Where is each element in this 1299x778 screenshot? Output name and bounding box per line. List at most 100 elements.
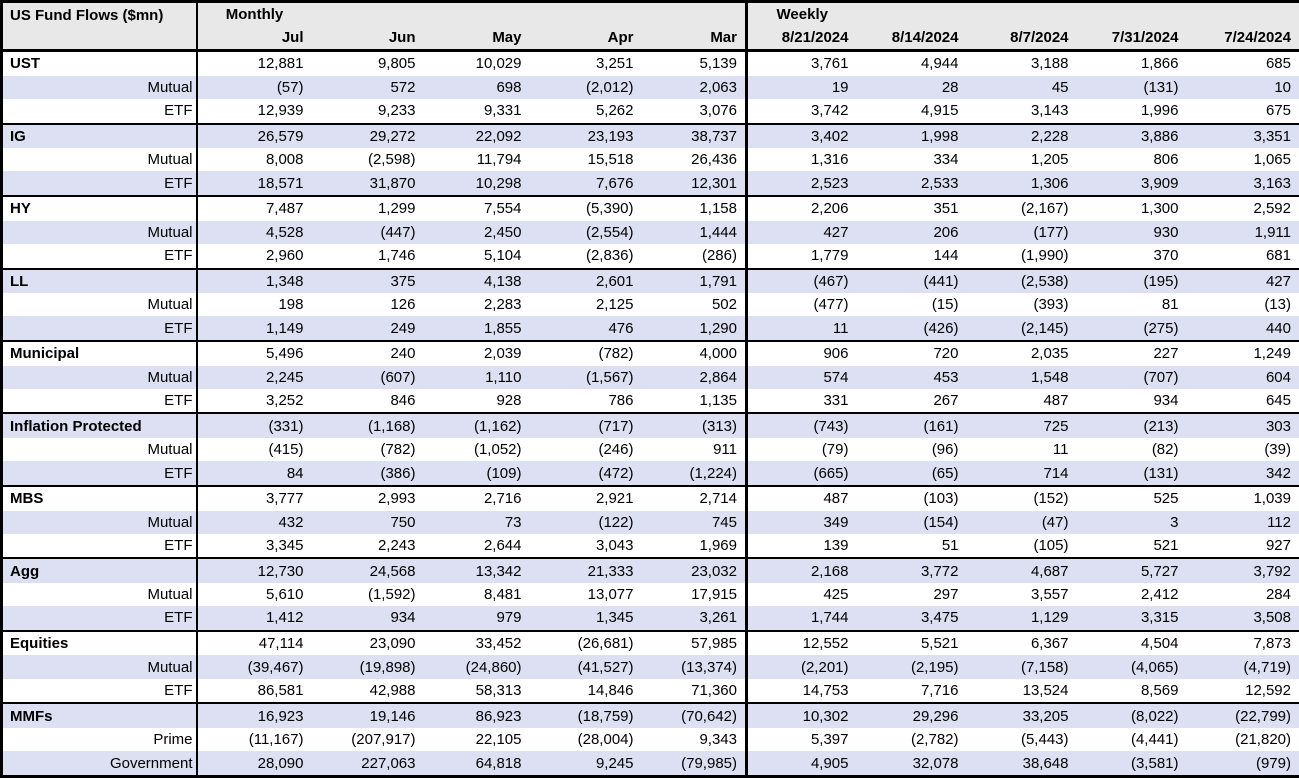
value-cell: 1,996 [1140, 102, 1179, 120]
value-cell: 73 [423, 510, 530, 534]
weekly-group-label: Weekly [746, 1, 857, 27]
value-cell: 698 [423, 75, 530, 100]
value-cell: (15) [931, 296, 959, 314]
value-cell: 1,316 [810, 151, 849, 169]
value-cell: (2,145) [966, 316, 1077, 341]
value-cell: 4,915 [920, 102, 959, 120]
value-cell: (3,581) [1076, 751, 1187, 777]
sub-row: ETF 84 (386) (109) (472) (1,224) (665) (65) 714(… [1, 461, 1299, 486]
sub-row: ETF 86,581 42,988 58,313 14,846 71,360 14,753 7… [1, 678, 1299, 704]
value-cell: 574 [746, 365, 857, 389]
category-label: Agg [1, 557, 198, 583]
value-cell: 23,193 [529, 122, 642, 149]
value-cell: 1,548 [966, 365, 1077, 389]
header-spacer [641, 1, 748, 27]
value-cell: (26,681) [529, 629, 642, 656]
category-label: MMFs [1, 702, 198, 728]
value-cell: (65) [856, 461, 967, 486]
value-cell: 112 [1186, 510, 1299, 534]
value-cell: (131) [1076, 461, 1187, 486]
sub-row: ETF 1,149 249 1,855 476 1,290 11 (426) (2,145) (2… [1, 316, 1299, 341]
value-cell: 64,818 [423, 751, 530, 777]
value-cell: 10 [1186, 75, 1299, 100]
value-cell: 1,866 [1076, 49, 1187, 76]
sub-row: Mutual 8,008 (2,598) 11,794 15,518 26,436 1,31… [1, 148, 1299, 172]
value-cell: 720 [856, 340, 967, 366]
value-cell: 4,504 [1076, 629, 1187, 656]
value-cell: 86,923 [423, 702, 530, 728]
value-cell: 427 [746, 220, 857, 244]
value-cell: (70,642) [641, 702, 748, 728]
value-cell: 57,985 [641, 629, 748, 656]
value-cell: 144 [933, 247, 959, 265]
value-cell: 1,746 [377, 247, 416, 265]
value-cell: (13) [1264, 296, 1291, 314]
value-cell: 227,063 [311, 751, 424, 777]
sub-row: ETF 12,939 9,233 9,331 5,262 3,076 3,742 4,915 3… [1, 99, 1299, 124]
value-cell: 3,475 [856, 606, 967, 631]
value-cell: 10,029 [423, 49, 530, 76]
column-header-jun: Jun [311, 26, 424, 52]
value-cell: 3,252 [265, 392, 304, 410]
sub-row: Mutual 5,610 (1,592) 8,481 13,077 17,915 425 29… [1, 582, 1299, 607]
row-label: ETF [1, 243, 198, 269]
value-cell: 22,092 [423, 122, 530, 149]
table-header: US Fund Flows ($mn) Monthly Weekly Jul Ju… [1, 1, 1299, 52]
value-cell: 2,245 [196, 365, 312, 389]
category-row: HY 7,487 1,299 7,554 (5,390) 1,158 2,206 351 (2,… [1, 195, 1299, 221]
row-label: Mutual [1, 75, 198, 100]
value-cell: 303 [1186, 412, 1299, 439]
value-cell: 139 [823, 537, 849, 555]
row-label: Mutual [1, 220, 198, 244]
value-cell: (195) [1076, 267, 1187, 294]
value-cell: (79) [821, 441, 849, 459]
value-cell: 42,988 [369, 681, 416, 699]
row-label: Mutual [1, 365, 198, 389]
category-label: MBS [1, 484, 198, 511]
value-cell: (607) [311, 365, 424, 389]
value-cell: 4,905 [746, 751, 857, 777]
value-cell: (18,759) [529, 702, 642, 728]
sub-row: Mutual 2,245 (607) 1,110 (1,567) 2,864 574 453 1… [1, 365, 1299, 389]
value-cell: 1,444 [641, 220, 748, 244]
sub-row: ETF 18,571 31,870 10,298 7,676 12,301 2,523 2,5… [1, 171, 1299, 197]
column-header-may: May [423, 26, 530, 52]
value-cell: 13,524 [1022, 681, 1069, 699]
category-label: Municipal [1, 340, 198, 366]
value-cell: (22,799) [1186, 702, 1299, 728]
value-cell: 5,139 [641, 49, 748, 76]
value-cell: 440 [1186, 316, 1299, 341]
value-cell: 1,998 [856, 122, 967, 149]
column-header-7-31-2024: 7/31/2024 [1076, 26, 1187, 52]
value-cell: 13,342 [423, 557, 530, 583]
value-cell: 7,676 [529, 171, 642, 197]
value-cell: 1,290 [641, 316, 748, 341]
value-cell: 2,592 [1186, 195, 1299, 221]
value-cell: (979) [1186, 751, 1299, 777]
value-cell: 284 [1265, 586, 1291, 604]
value-cell: (7,158) [966, 655, 1077, 679]
value-cell: (1,990) [1020, 247, 1069, 265]
value-cell: 10,298 [423, 171, 530, 197]
value-cell: 2,993 [311, 484, 424, 511]
value-cell: 1,158 [641, 195, 748, 221]
value-cell: 3,772 [856, 557, 967, 583]
value-cell: (2,167) [966, 195, 1077, 221]
value-cell: 9,805 [311, 49, 424, 76]
value-cell: 675 [1265, 102, 1291, 120]
value-cell: (82) [1151, 441, 1179, 459]
value-cell: 1,110 [423, 365, 530, 389]
value-cell: 17,915 [641, 582, 748, 607]
value-cell: 2,864 [641, 365, 748, 389]
value-cell: 2,714 [641, 484, 748, 511]
sub-row: Mutual 198 126 2,283 2,125 502 (477) (15) (393) 8… [1, 293, 1299, 317]
row-label: Mutual [1, 293, 198, 317]
value-cell: 927 [1265, 537, 1291, 555]
value-cell: (447) [311, 220, 424, 244]
row-label: ETF [1, 678, 198, 704]
value-cell: 331 [823, 392, 849, 410]
column-header-8-7-2024: 8/7/2024 [966, 26, 1077, 52]
value-cell: (331) [196, 412, 312, 439]
value-cell: 3,261 [641, 606, 748, 631]
value-cell: (24,860) [423, 655, 530, 679]
